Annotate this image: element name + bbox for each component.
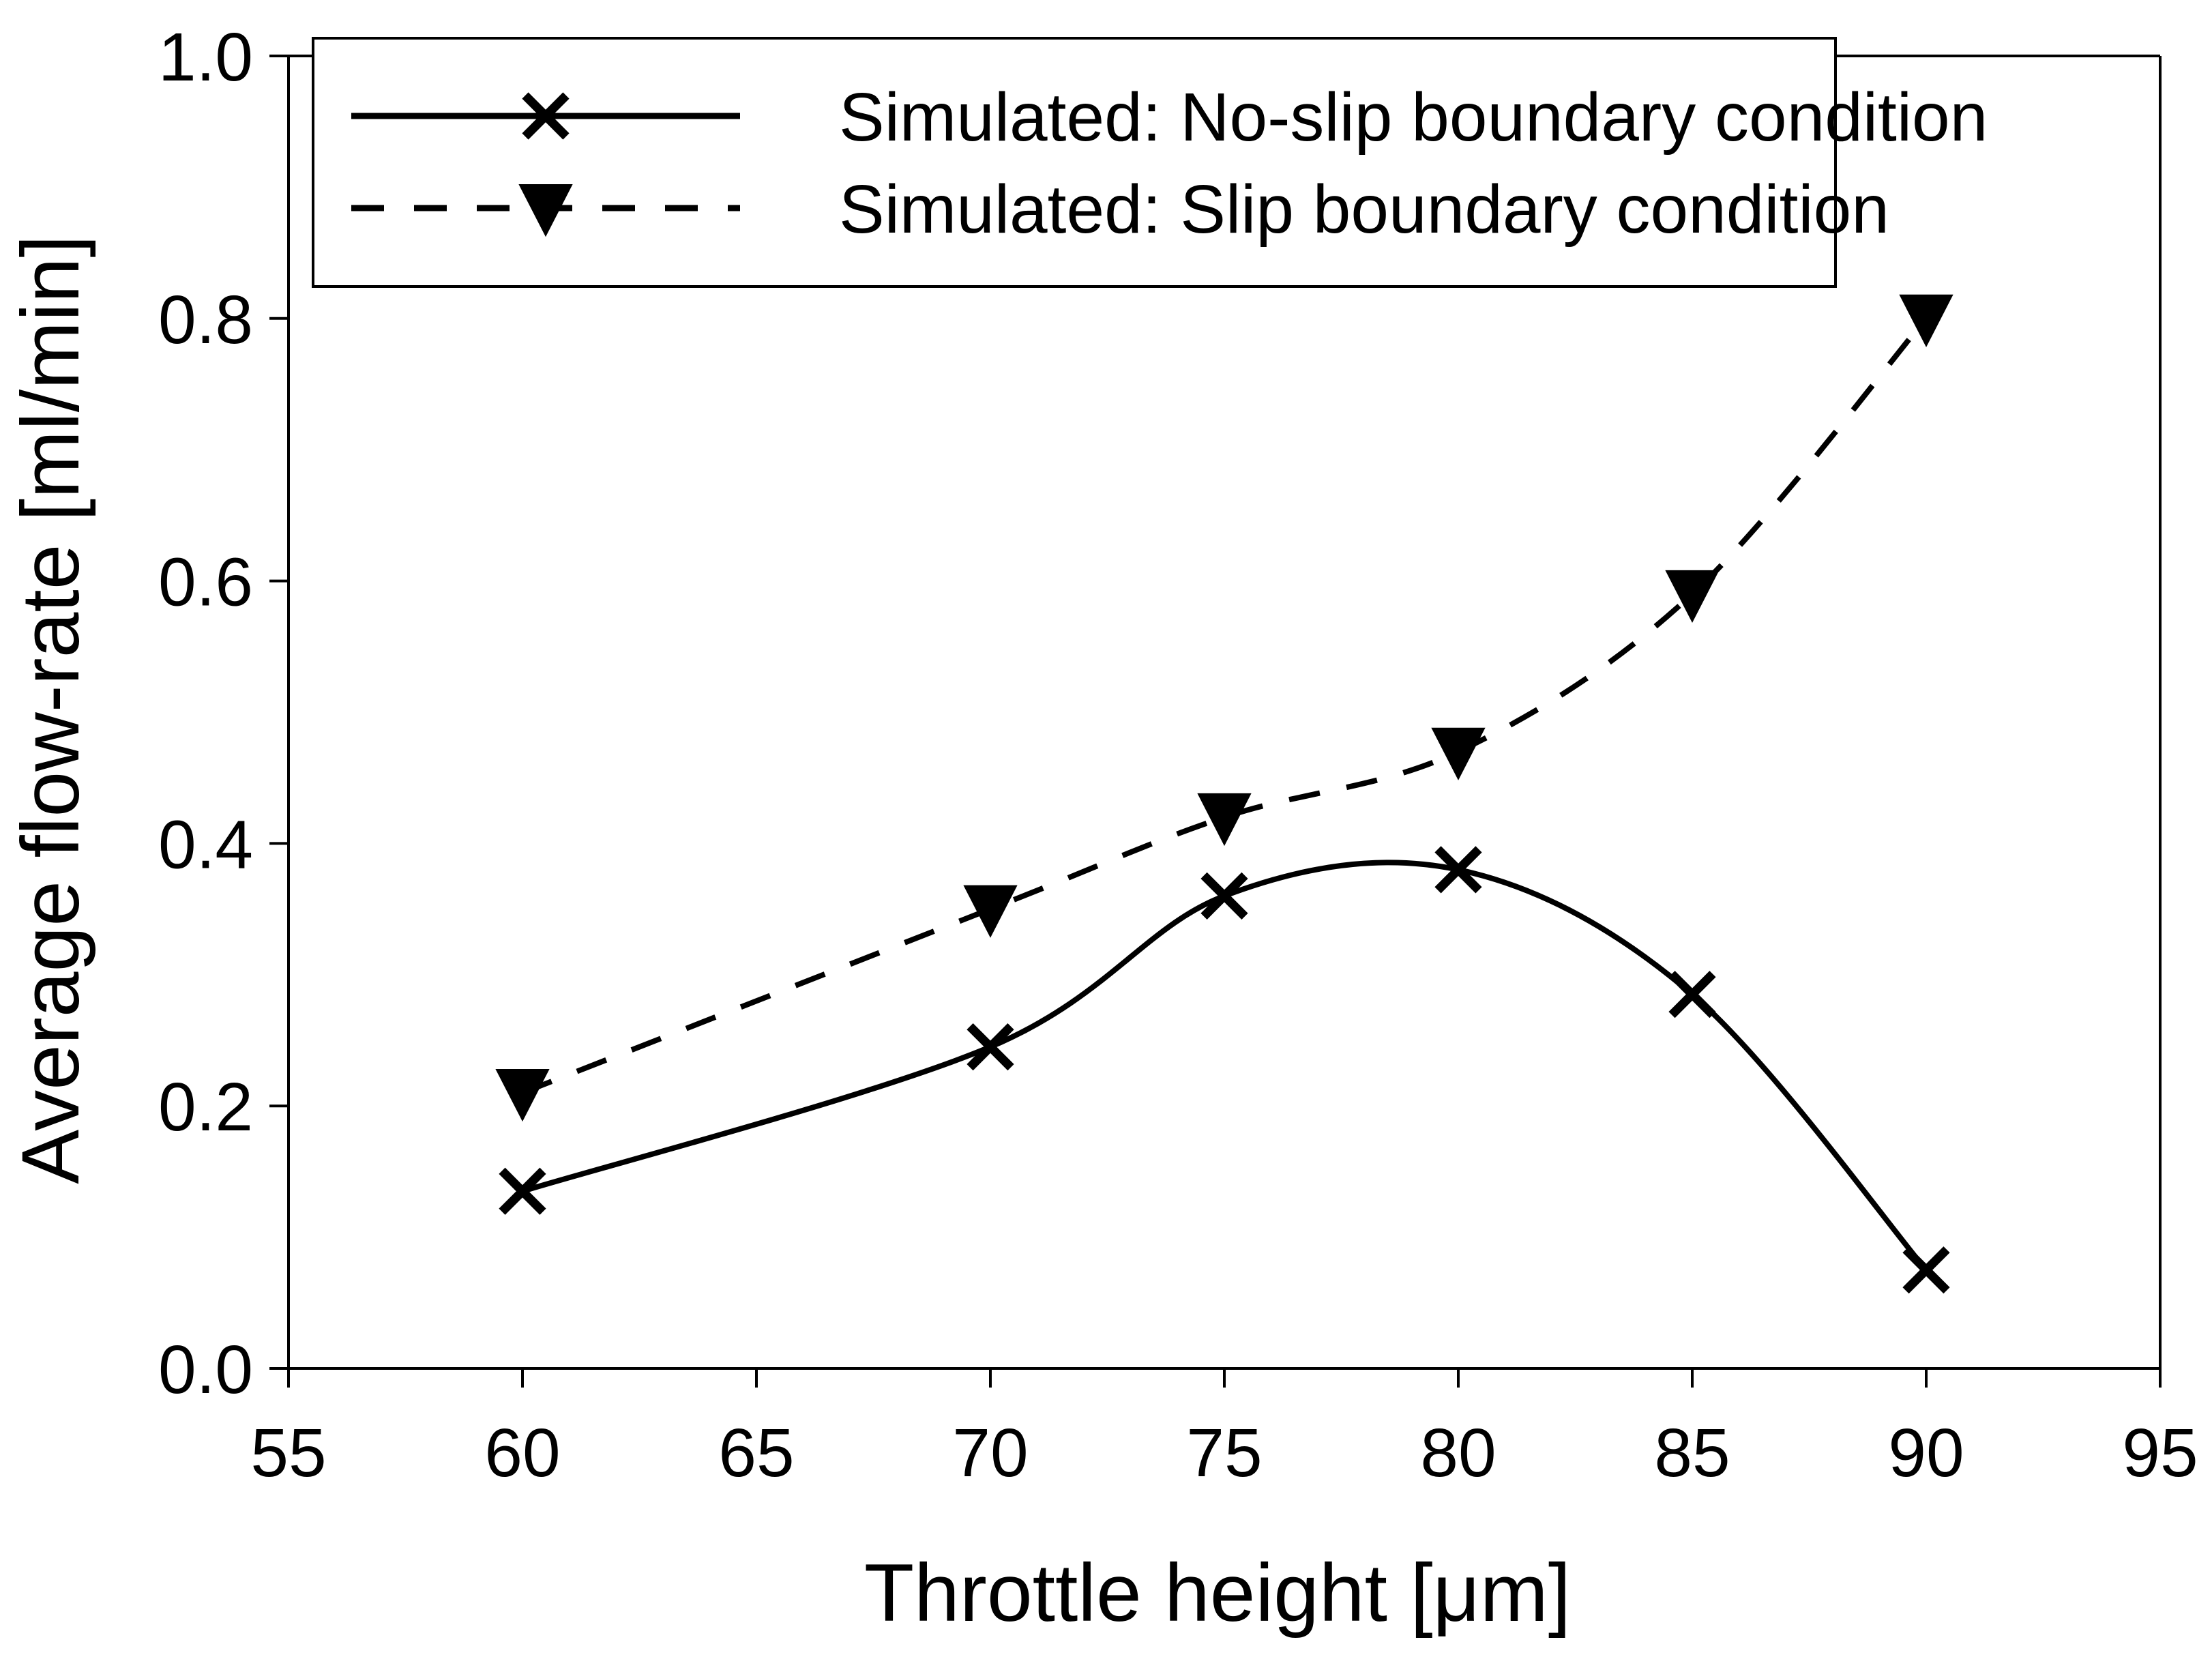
data-point-no-slip (1200, 872, 1248, 920)
series-line-no-slip (521, 860, 1929, 1272)
legend-box (312, 37, 1837, 288)
legend: Simulated: No-slip boundary condition Si… (312, 37, 1988, 288)
y-tick-label: 0.6 (158, 544, 253, 621)
legend-marker-no-slip (522, 92, 570, 140)
data-point-no-slip (1902, 1246, 1950, 1294)
x-axis-label: Throttle height [μm] (864, 1547, 1571, 1639)
x-tick-label: 55 (250, 1415, 326, 1491)
x-tick-label: 80 (1420, 1415, 1496, 1491)
y-axis-label: Average flow-rate [ml/min] (5, 235, 96, 1184)
series-lines (521, 317, 1929, 1272)
axis-ticks: 55 60 65 70 75 80 85 90 95 0.0 0.2 0.4 0.6 0.8 1.0 (158, 19, 2198, 1491)
y-tick-label: 0.2 (158, 1069, 253, 1145)
legend-marker-slip (518, 184, 573, 237)
x-tick-label: 60 (484, 1415, 560, 1491)
legend-entry-slip: Simulated: Slip boundary condition (351, 171, 1889, 248)
data-point-slip (495, 1068, 550, 1122)
x-tick-label: 70 (952, 1415, 1028, 1491)
x-tick-label: 75 (1186, 1415, 1262, 1491)
data-point-no-slip (1434, 846, 1482, 894)
y-tick-label: 1.0 (158, 19, 253, 96)
legend-triangle-marker (518, 184, 573, 237)
y-tick-label: 0.4 (158, 806, 253, 883)
x-tick-label: 85 (1654, 1415, 1730, 1491)
data-point-no-slip (967, 1023, 1014, 1071)
data-point-slip (1665, 570, 1720, 624)
data-point-slip (1431, 727, 1486, 780)
y-tick-label: 0.8 (158, 282, 253, 358)
x-tick-label: 65 (718, 1415, 794, 1491)
data-point-no-slip (499, 1167, 546, 1215)
legend-x-marker (522, 92, 570, 140)
data-point-no-slip (1668, 971, 1716, 1018)
legend-label-no-slip: Simulated: No-slip boundary condition (839, 79, 1988, 156)
x-tick-label: 95 (2122, 1415, 2198, 1491)
series-markers (495, 294, 1953, 1294)
series-line-slip (521, 317, 1929, 1096)
legend-label-slip: Simulated: Slip boundary condition (839, 171, 1889, 248)
y-tick-label: 0.0 (158, 1332, 253, 1408)
data-point-slip (1899, 294, 1953, 347)
data-point-slip (963, 885, 1018, 938)
x-tick-label: 90 (1888, 1415, 1964, 1491)
data-point-slip (1197, 793, 1252, 847)
legend-entry-no-slip: Simulated: No-slip boundary condition (351, 79, 1988, 156)
